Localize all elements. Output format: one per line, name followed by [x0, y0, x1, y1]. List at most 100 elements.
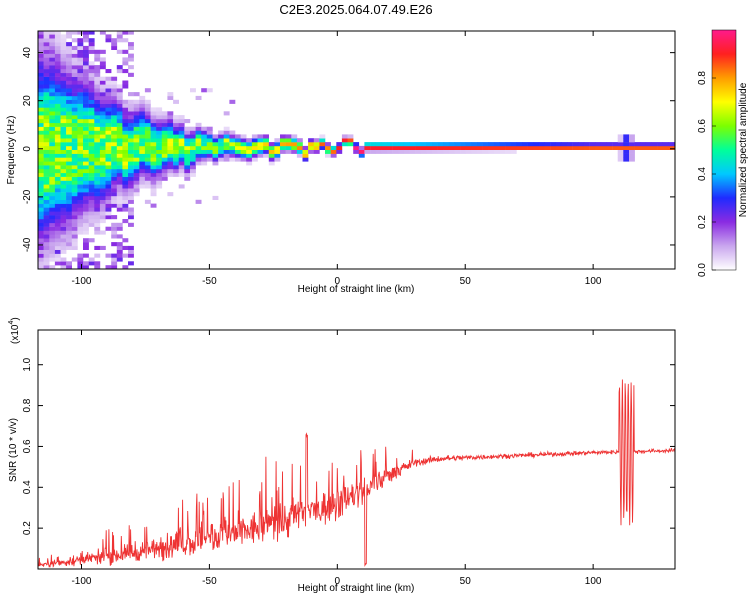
spectrogram-cell — [88, 126, 95, 131]
spectrogram-cell — [83, 169, 89, 174]
spectrogram-cell — [49, 195, 56, 200]
spectrogram-cell — [403, 145, 410, 150]
spectrogram-cell — [184, 138, 191, 143]
spectrogram-cell — [139, 172, 146, 177]
spectrogram-cell — [99, 61, 106, 66]
colorbar-tick-label: 0.2 — [697, 215, 708, 229]
spectrogram-cell — [589, 145, 596, 150]
spectrogram-cell — [251, 142, 258, 147]
spectrogram-cell — [111, 76, 118, 81]
spectrogram-cell — [83, 188, 89, 193]
spectrogram-cell — [150, 142, 157, 147]
spectrogram-cell — [128, 215, 134, 220]
spectrogram-cell — [83, 180, 89, 185]
spectrogram-cell — [229, 153, 236, 158]
spectrogram-cell — [122, 49, 129, 54]
spectrogram-cell — [330, 153, 337, 158]
spectrogram-cell — [105, 153, 112, 158]
spectrogram-cell — [38, 134, 44, 139]
spectrogram-cell — [161, 138, 168, 143]
spectrogram-cell — [336, 142, 343, 147]
spectrogram-cell — [645, 145, 652, 150]
spectrogram-cell — [88, 184, 95, 189]
spectrogram-cell — [77, 226, 84, 231]
spectrogram-cell — [71, 99, 78, 104]
spectrogram-cell — [122, 169, 129, 174]
spectrogram-cell — [139, 111, 146, 116]
spectrogram-cell — [105, 226, 112, 231]
spectrogram-cell — [116, 207, 123, 212]
spectrogram-cell — [133, 188, 140, 193]
spectrogram-cell — [66, 103, 72, 108]
spectrogram-cell — [60, 130, 67, 135]
spectrogram-cell — [319, 142, 326, 147]
spectrogram-cell — [54, 34, 61, 39]
spectrogram-cell — [229, 134, 236, 139]
spectrogram-cell — [133, 192, 140, 197]
spectrogram-cell — [105, 119, 112, 124]
spectrogram-cell — [206, 157, 213, 162]
spectrogram-cell — [99, 169, 106, 174]
spectrogram-cell — [43, 92, 50, 97]
spectrogram-cell — [223, 142, 230, 147]
spectrogram-cell — [381, 142, 388, 147]
spectrogram-cell — [49, 107, 56, 112]
spectrogram-cell — [77, 195, 84, 200]
spectrogram-cell — [443, 145, 450, 150]
spectrogram-cell — [60, 157, 67, 162]
spectrogram-cell — [66, 230, 72, 235]
spectrogram-cell — [122, 172, 129, 177]
spectrogram-cell — [190, 169, 196, 174]
spectrogram-cell — [88, 99, 95, 104]
spectrogram-cell — [94, 180, 101, 185]
spectrogram-cell — [105, 69, 112, 74]
spectrogram-cell — [527, 145, 534, 150]
spectrogram-cell — [54, 103, 61, 108]
spectrogram-cell — [49, 184, 56, 189]
spectrogram-cell — [99, 80, 106, 85]
spectrogram-cell — [77, 130, 84, 135]
spectrogram-cell — [325, 153, 331, 158]
spectrogram-cell — [54, 42, 61, 47]
spectrogram-cell — [128, 134, 134, 139]
spectrogram-cell — [66, 122, 72, 127]
spectrogram-cell — [94, 95, 101, 100]
spectrogram-cell — [77, 126, 84, 131]
spectrogram-cell — [460, 149, 466, 154]
spectrogram-cell — [105, 176, 112, 181]
spectrogram-cell — [38, 80, 44, 85]
spectrogram-cell — [71, 199, 78, 204]
spectrogram-cell — [144, 180, 151, 185]
spectrogram-cell — [99, 130, 106, 135]
spectrogram-cell — [240, 149, 247, 154]
spectrogram-cell — [133, 184, 140, 189]
spectrogram-cell — [99, 99, 106, 104]
spectrogram-cell — [347, 138, 354, 143]
spectrogram-cell — [83, 31, 89, 35]
spectrogram-cell — [296, 142, 303, 147]
spectrogram-cell — [71, 69, 78, 74]
spectrogram-cell — [116, 234, 123, 239]
spectrogram-cell — [54, 84, 61, 89]
spectrogram-cell — [54, 61, 61, 66]
spectrogram-cell — [128, 31, 134, 35]
spectrogram-cell — [99, 195, 106, 200]
spectrogram-cell — [111, 199, 118, 204]
spectrogram-cell — [60, 176, 67, 181]
spectrogram-cell — [49, 199, 56, 204]
spectrogram-cell — [156, 138, 163, 143]
spectrogram-cell — [99, 88, 106, 93]
spectrogram-cell — [66, 176, 72, 181]
spectrogram-cell — [94, 69, 101, 74]
spectrogram-cell — [88, 88, 95, 93]
spectrogram-cell — [128, 122, 134, 127]
spectrogram-cell — [319, 134, 326, 139]
spectrogram-cell — [629, 149, 635, 154]
spectrogram-cell — [38, 184, 44, 189]
spectrogram-cell — [77, 261, 84, 266]
spectrogram-cell — [133, 149, 140, 154]
spectrogram-cell — [128, 65, 134, 70]
spectrogram-cell — [77, 115, 84, 120]
spectrogram-cell — [66, 107, 72, 112]
spectrogram-cell — [167, 165, 174, 170]
